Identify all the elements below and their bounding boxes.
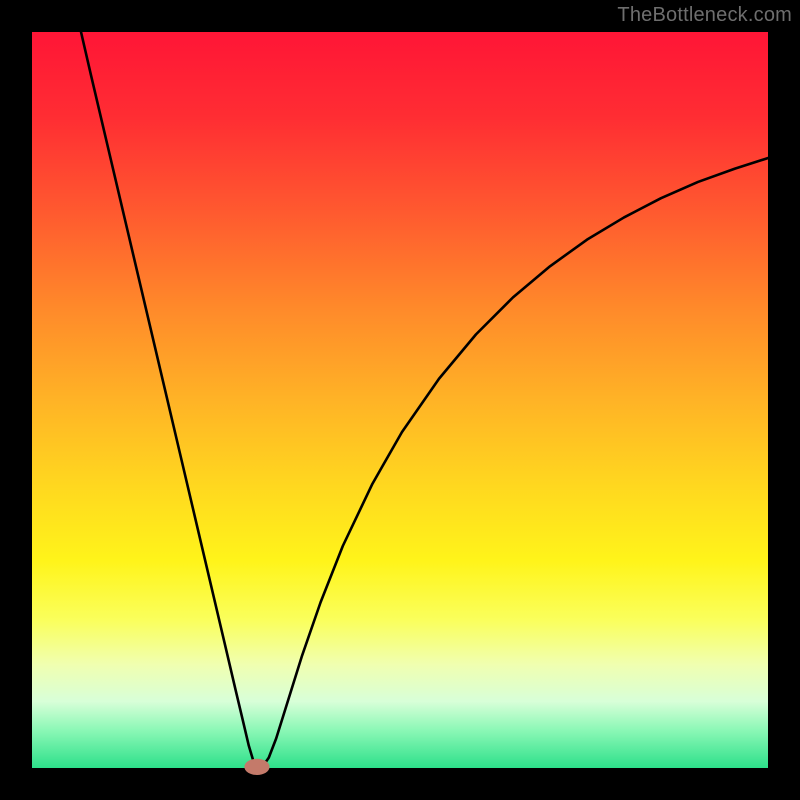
plot-background [32,28,772,768]
watermark-label: TheBottleneck.com [617,4,792,27]
bottleneck-chart: TheBottleneck.com [0,0,800,800]
minimum-marker [244,759,269,775]
chart-svg [0,0,800,800]
